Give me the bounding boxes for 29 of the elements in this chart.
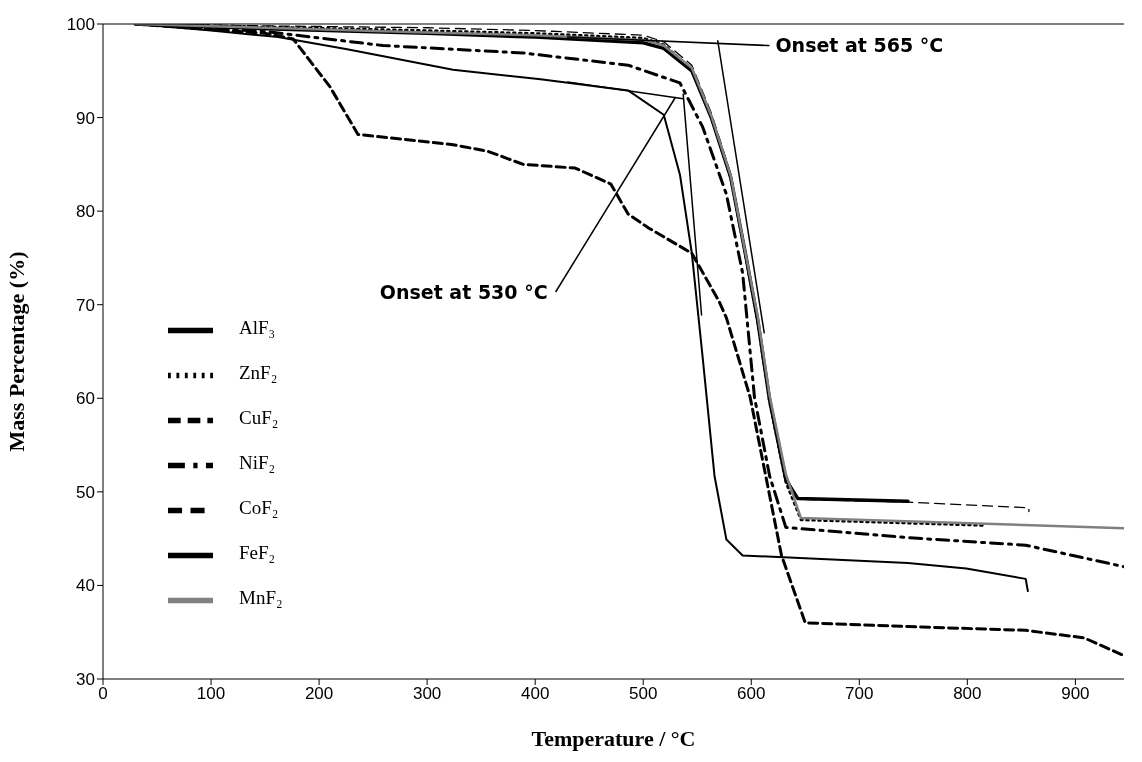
y-tick-label: 80 <box>76 202 95 222</box>
y-tick-label: 30 <box>76 670 95 690</box>
y-tick-label: 50 <box>76 482 95 502</box>
y-tick-label: 70 <box>76 295 95 315</box>
x-tick-label: 600 <box>737 684 766 704</box>
annotation: Onset at 565 °C <box>775 34 944 57</box>
legend-label: CuF₂ <box>239 407 279 429</box>
legend-label: ZnF₂ <box>239 362 278 384</box>
x-tick-label: 200 <box>304 684 334 704</box>
legend-label: MnF₂ <box>239 587 283 609</box>
y-tick-label: 100 <box>66 15 95 35</box>
y-tick-label: 60 <box>76 389 95 409</box>
x-tick-label: 100 <box>196 684 226 704</box>
x-tick-label: 0 <box>98 684 108 704</box>
y-tick-label: 40 <box>76 576 95 596</box>
x-tick-label: 900 <box>1061 684 1090 704</box>
legend-label: FeF₂ <box>239 542 276 564</box>
x-tick-label: 300 <box>412 684 442 704</box>
x-tick-label: 400 <box>520 684 550 704</box>
x-tick-label: 700 <box>845 684 874 704</box>
legend-label: CoF₂ <box>239 497 279 519</box>
x-axis-title: Temperature / °C <box>531 726 696 751</box>
legend-label: NiF₂ <box>239 452 276 474</box>
x-tick-label: 800 <box>953 684 982 704</box>
y-axis-title: Mass Percentage (%) <box>3 251 29 452</box>
x-tick-label: 500 <box>629 684 658 704</box>
annotation: Onset at 530 °C <box>379 280 548 303</box>
legend-label: AlF₃ <box>239 317 276 339</box>
y-tick-label: 90 <box>76 108 95 128</box>
